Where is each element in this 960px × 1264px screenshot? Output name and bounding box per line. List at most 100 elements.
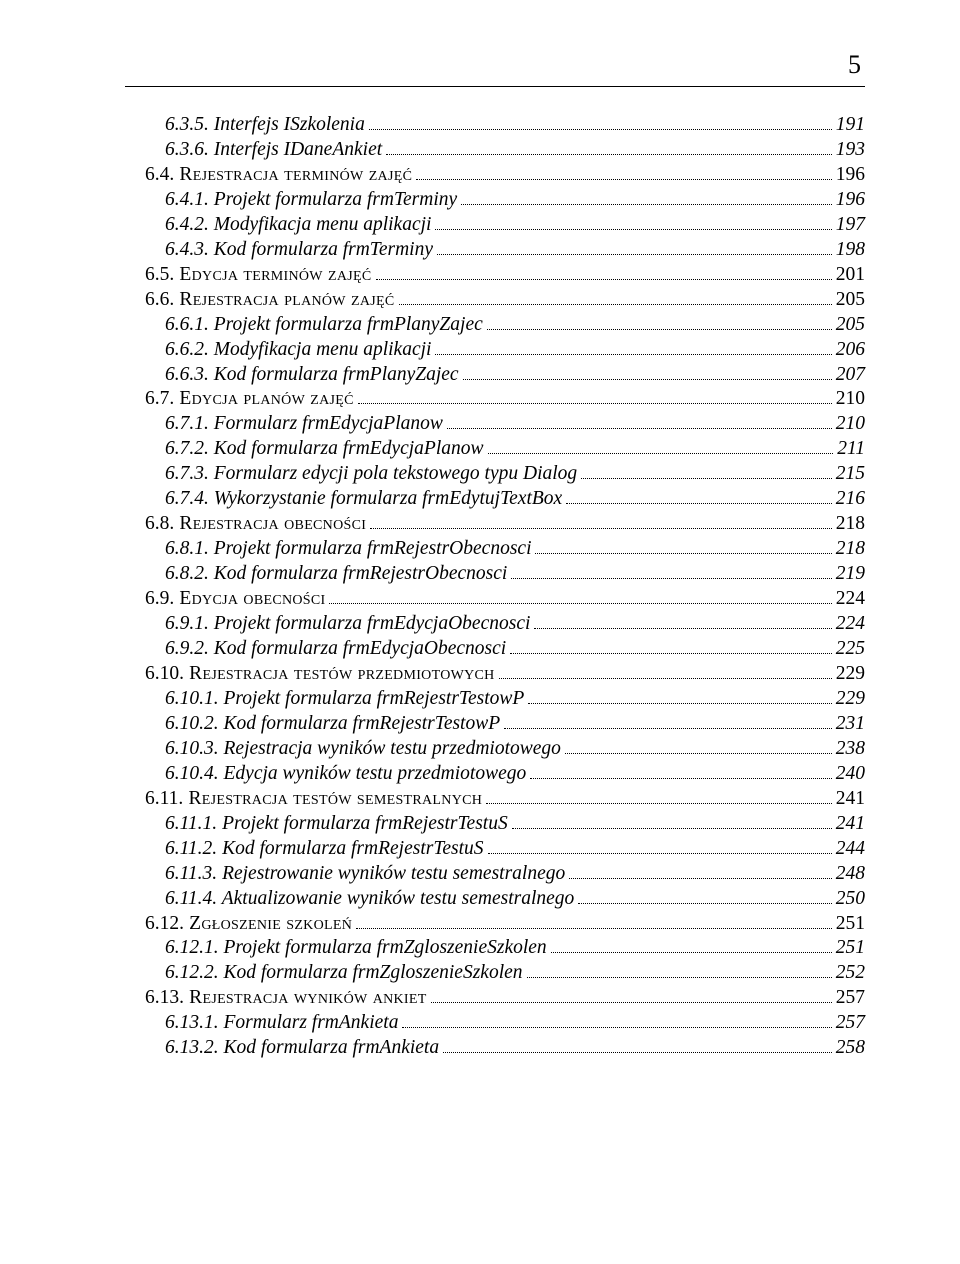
toc-entry-page: 229 xyxy=(836,662,865,687)
toc-entry-page: 191 xyxy=(836,113,865,138)
toc-entry-number: 6.4.3. xyxy=(165,239,209,260)
toc-entry-text: Projekt formularza frmZgloszenieSzkolen xyxy=(219,937,547,958)
toc-entry-page: 218 xyxy=(836,512,865,537)
toc-entry-number: 6.6.3. xyxy=(165,364,209,385)
toc-entry-page: 218 xyxy=(836,537,865,562)
toc-entry-text: Edycja obecności xyxy=(174,588,325,609)
toc-entry-title: 6.6.1. Projekt formularza frmPlanyZajec xyxy=(165,313,483,338)
toc-leader-dots xyxy=(386,138,832,155)
toc-entry-title: 6.4.3. Kod formularza frmTerminy xyxy=(165,238,433,263)
toc-entry: 6.12.1. Projekt formularza frmZgloszenie… xyxy=(125,936,865,961)
toc-entry-number: 6.7.1. xyxy=(165,413,209,434)
toc-leader-dots xyxy=(528,687,831,704)
toc-leader-dots xyxy=(499,662,832,679)
toc-leader-dots xyxy=(435,213,831,230)
toc-leader-dots xyxy=(437,238,832,255)
toc-entry-title: 6.10.4. Edycja wyników testu przedmiotow… xyxy=(165,762,526,787)
toc-entry-text: Formularz frmAnkieta xyxy=(219,1012,399,1033)
toc-entry-page: 229 xyxy=(836,687,865,712)
toc-entry-title: 6.8. Rejestracja obecności xyxy=(145,512,366,537)
toc-entry-text: Zgłoszenie szkoleń xyxy=(184,913,352,934)
toc-entry-text: Formularz edycji pola tekstowego typu Di… xyxy=(209,463,577,484)
toc-entry-number: 6.9.1. xyxy=(165,613,209,634)
toc-entry-page: 252 xyxy=(836,961,865,986)
toc-entry-text: Edycja wyników testu przedmiotowego xyxy=(219,763,527,784)
toc-entry: 6.8.1. Projekt formularza frmRejestrObec… xyxy=(125,537,865,562)
toc-entry-page: 241 xyxy=(836,787,865,812)
toc-entry-title: 6.7. Edycja planów zajęć xyxy=(145,387,354,412)
toc-entry-number: 6.8.1. xyxy=(165,538,209,559)
toc-entry-page: 224 xyxy=(836,612,865,637)
toc-leader-dots xyxy=(431,987,832,1004)
toc-entry-page: 241 xyxy=(836,812,865,837)
toc-entry-title: 6.12.1. Projekt formularza frmZgloszenie… xyxy=(165,936,547,961)
toc-leader-dots xyxy=(511,563,831,580)
toc-entry-title: 6.8.1. Projekt formularza frmRejestrObec… xyxy=(165,537,531,562)
toc-entry-text: Projekt formularza frmPlanyZajec xyxy=(209,314,483,335)
toc-entry-title: 6.11.4. Aktualizowanie wyników testu sem… xyxy=(165,887,574,912)
toc-entry-title: 6.9.1. Projekt formularza frmEdycjaObecn… xyxy=(165,612,530,637)
toc-entry-title: 6.13.1. Formularz frmAnkieta xyxy=(165,1011,398,1036)
toc-entry-title: 6.7.2. Kod formularza frmEdycjaPlanow xyxy=(165,437,484,462)
toc-entry-number: 6.10.1. xyxy=(165,688,219,709)
toc-entry-text: Projekt formularza frmRejestrTestuS xyxy=(217,813,508,834)
toc-entry: 6.10. Rejestracja testów przedmiotowych … xyxy=(125,662,865,687)
toc-entry: 6.11.4. Aktualizowanie wyników testu sem… xyxy=(125,887,865,912)
toc-leader-dots xyxy=(488,438,834,455)
toc-entry-text: Kod formularza frmTerminy xyxy=(209,239,433,260)
toc-entry-text: Modyfikacja menu aplikacji xyxy=(209,214,432,235)
toc-entry-page: 244 xyxy=(836,837,865,862)
toc-leader-dots xyxy=(329,588,831,605)
toc-entry-number: 6.7. xyxy=(145,388,174,409)
toc-entry-page: 257 xyxy=(836,1011,865,1036)
toc-entry-text: Kod formularza frmPlanyZajec xyxy=(209,364,459,385)
toc-entry-title: 6.10. Rejestracja testów przedmiotowych xyxy=(145,662,495,687)
toc-leader-dots xyxy=(535,538,831,555)
toc-entry-number: 6.4. xyxy=(145,164,174,185)
toc-entry-text: Kod formularza frmAnkieta xyxy=(219,1037,439,1058)
toc-entry-text: Projekt formularza frmEdycjaObecnosci xyxy=(209,613,531,634)
toc-entry: 6.8.2. Kod formularza frmRejestrObecnosc… xyxy=(125,562,865,587)
toc-entry: 6.11.2. Kod formularza frmRejestrTestuS … xyxy=(125,837,865,862)
toc-entry-page: 240 xyxy=(836,762,865,787)
toc-leader-dots xyxy=(369,113,832,130)
toc-entry: 6.6.1. Projekt formularza frmPlanyZajec … xyxy=(125,313,865,338)
toc-leader-dots xyxy=(565,737,832,754)
toc-entry-title: 6.7.1. Formularz frmEdycjaPlanow xyxy=(165,412,443,437)
toc-entry-number: 6.13.2. xyxy=(165,1037,219,1058)
toc-entry-text: Aktualizowanie wyników testu semestralne… xyxy=(217,888,574,909)
toc-entry-page: 219 xyxy=(836,562,865,587)
toc-entry-page: 258 xyxy=(836,1036,865,1061)
toc-leader-dots xyxy=(447,413,832,430)
toc-entry-title: 6.11. Rejestracja testów semestralnych xyxy=(145,787,482,812)
toc-leader-dots xyxy=(461,188,832,205)
toc-leader-dots xyxy=(435,338,831,355)
toc-entry-number: 6.7.3. xyxy=(165,463,209,484)
toc-entry-title: 6.12.2. Kod formularza frmZgloszenieSzko… xyxy=(165,961,523,986)
toc-entry-page: 210 xyxy=(836,412,865,437)
toc-entry-text: Rejestracja wyników testu przedmiotowego xyxy=(219,738,561,759)
toc-entry-number: 6.13. xyxy=(145,987,184,1008)
toc-entry-title: 6.13. Rejestracja wyników ankiet xyxy=(145,986,427,1011)
toc-entry-text: Interfejs IDaneAnkiet xyxy=(209,139,382,160)
toc-entry-page: 231 xyxy=(836,712,865,737)
toc-entry-title: 6.4.2. Modyfikacja menu aplikacji xyxy=(165,213,431,238)
toc-entry-page: 205 xyxy=(836,313,865,338)
toc-entry-number: 6.11.3. xyxy=(165,863,217,884)
toc-leader-dots xyxy=(358,388,832,405)
toc-entry-text: Rejestracja planów zajęć xyxy=(174,289,394,310)
toc-entry-number: 6.8. xyxy=(145,513,174,534)
toc-entry-text: Edycja terminów zajęć xyxy=(174,264,371,285)
toc-entry-text: Wykorzystanie formularza frmEdytujTextBo… xyxy=(209,488,562,509)
toc-entry-title: 6.13.2. Kod formularza frmAnkieta xyxy=(165,1036,439,1061)
toc-entry-text: Kod formularza frmRejestrTestuS xyxy=(217,838,483,859)
toc-entry-number: 6.11. xyxy=(145,788,183,809)
toc-entry-text: Rejestracja testów semestralnych xyxy=(183,788,482,809)
toc-entry-text: Edycja planów zajęć xyxy=(174,388,354,409)
toc-entry-number: 6.4.1. xyxy=(165,189,209,210)
toc-entry-title: 6.8.2. Kod formularza frmRejestrObecnosc… xyxy=(165,562,507,587)
toc-leader-dots xyxy=(527,962,832,979)
toc-leader-dots xyxy=(569,862,832,879)
toc-entry-page: 211 xyxy=(837,437,865,462)
toc-entry: 6.6.3. Kod formularza frmPlanyZajec 207 xyxy=(125,363,865,388)
